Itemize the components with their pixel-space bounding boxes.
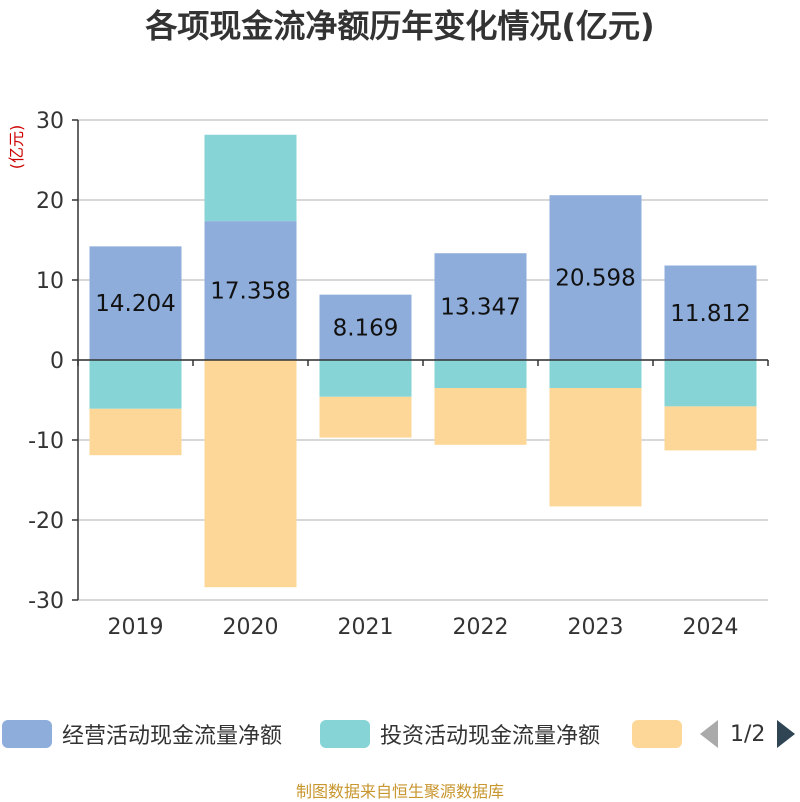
legend-item-financing[interactable] bbox=[632, 714, 692, 754]
x-tick-label-2021: 2021 bbox=[338, 615, 394, 640]
bar-series0-2020 bbox=[204, 221, 297, 360]
legend-prev-page-icon[interactable] bbox=[700, 720, 718, 748]
legend-swatch-financing bbox=[632, 720, 682, 748]
legend: 经营活动现金流量净额 投资活动现金流量净额 1/2 bbox=[0, 714, 800, 754]
bar-series0-2021 bbox=[319, 294, 412, 360]
bar-series0-2022 bbox=[434, 253, 527, 360]
legend-item-operating[interactable]: 经营活动现金流量净额 bbox=[2, 714, 282, 754]
legend-swatch-investing bbox=[320, 720, 370, 748]
bar-series2-2019 bbox=[89, 408, 182, 456]
x-tick-label-2019: 2019 bbox=[108, 615, 164, 640]
x-tick-label-2024: 2024 bbox=[683, 615, 739, 640]
x-tick-label-2022: 2022 bbox=[453, 615, 509, 640]
y-axis-unit: (亿元) bbox=[7, 125, 26, 170]
data-label-2021: 8.169 bbox=[333, 315, 399, 341]
bar-series0-2023 bbox=[549, 195, 642, 360]
y-tick-label--20: -20 bbox=[28, 509, 64, 534]
bar-series1-2020 bbox=[204, 134, 297, 222]
bar-series2-2024 bbox=[664, 406, 757, 451]
data-label-2023: 20.598 bbox=[555, 266, 635, 292]
data-source-note: 制图数据来自恒生聚源数据库 bbox=[295, 782, 504, 801]
y-tick-label--10: -10 bbox=[28, 429, 64, 454]
data-label-2020: 17.358 bbox=[210, 279, 290, 305]
y-tick-label-30: 30 bbox=[36, 109, 64, 134]
y-tick-label-20: 20 bbox=[36, 189, 64, 214]
legend-label-investing: 投资活动现金流量净额 bbox=[380, 724, 601, 749]
bar-series0-2019 bbox=[89, 246, 182, 360]
legend-item-investing[interactable]: 投资活动现金流量净额 bbox=[320, 714, 600, 754]
bar-series1-2019 bbox=[89, 360, 182, 409]
y-tick-label-0: 0 bbox=[50, 349, 64, 374]
data-label-2019: 14.204 bbox=[95, 291, 175, 317]
data-label-2024: 11.812 bbox=[670, 301, 750, 327]
axes: 30 20 10 0 -10 -20 -30 2019 2020 2021 2022 2023 2024 bbox=[28, 109, 769, 640]
data-label-2022: 13.347 bbox=[440, 295, 520, 321]
x-tick-label-2020: 2020 bbox=[223, 615, 279, 640]
legend-next-page-icon[interactable] bbox=[777, 720, 796, 748]
legend-swatch-operating bbox=[2, 720, 52, 748]
data-labels: 14.204 17.358 8.169 13.347 20.598 11.812 bbox=[95, 266, 750, 342]
chart-title: 各项现金流净额历年变化情况(亿元) bbox=[145, 7, 655, 45]
bar-series1-2021 bbox=[319, 360, 412, 397]
bar-series2-2020 bbox=[204, 360, 297, 588]
bars bbox=[89, 134, 757, 588]
bar-series0-2024 bbox=[664, 265, 757, 360]
x-tick-label-2023: 2023 bbox=[568, 615, 624, 640]
y-tick-label-10: 10 bbox=[36, 269, 64, 294]
bar-series1-2023 bbox=[549, 360, 642, 388]
legend-label-operating: 经营活动现金流量净额 bbox=[62, 724, 283, 749]
bar-series1-2022 bbox=[434, 360, 527, 388]
chart-area: (亿元) 30 20 10 0 -10 -20 -30 2019 2020 2021 2022 202… bbox=[7, 109, 769, 640]
y-tick-label--30: -30 bbox=[28, 589, 64, 614]
bar-series2-2023 bbox=[549, 388, 642, 507]
bar-series2-2022 bbox=[434, 388, 527, 445]
legend-page-indicator: 1/2 bbox=[730, 721, 766, 747]
bar-series1-2024 bbox=[664, 360, 757, 407]
legend-pager: 1/2 bbox=[700, 714, 796, 754]
bar-series2-2021 bbox=[319, 396, 412, 438]
